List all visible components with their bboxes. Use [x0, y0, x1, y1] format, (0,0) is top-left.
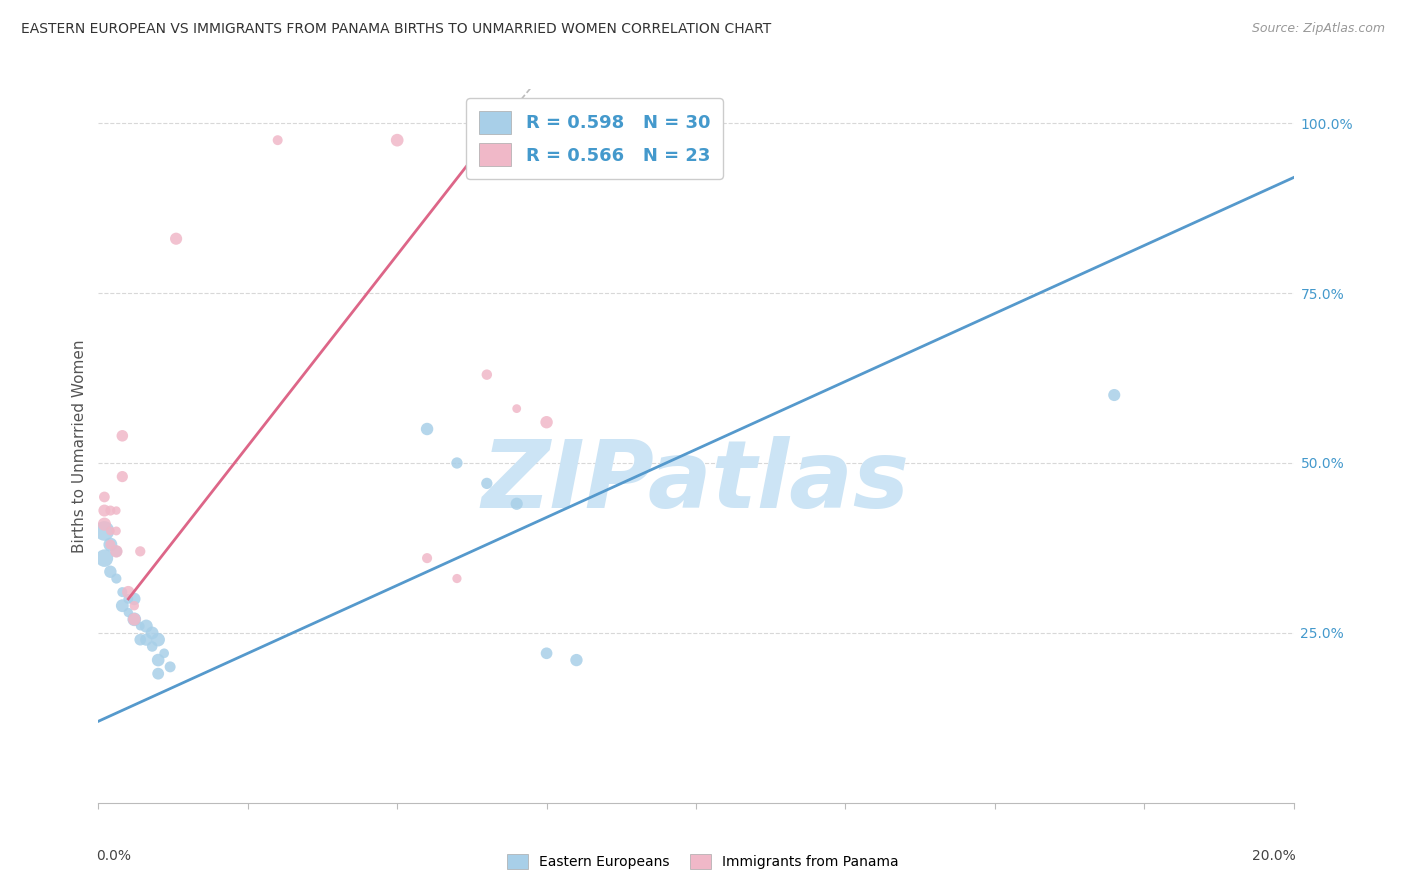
Point — [105, 524, 128, 538]
Point — [416, 551, 439, 566]
Point — [446, 456, 468, 470]
Point — [135, 632, 157, 647]
Text: 20.0%: 20.0% — [1253, 849, 1296, 863]
Point — [93, 517, 115, 532]
Point — [100, 524, 122, 538]
Point — [129, 544, 152, 558]
Point — [124, 612, 146, 626]
Point — [100, 537, 122, 551]
Point — [565, 653, 588, 667]
Point — [93, 551, 115, 566]
Point — [506, 497, 529, 511]
Point — [117, 591, 139, 606]
Point — [124, 612, 146, 626]
Point — [111, 599, 134, 613]
Point — [117, 585, 139, 599]
Point — [475, 476, 498, 491]
Point — [165, 232, 187, 246]
Point — [536, 415, 558, 429]
Point — [1104, 388, 1126, 402]
Text: 0.0%: 0.0% — [96, 849, 131, 863]
Text: ZIPatlas: ZIPatlas — [482, 435, 910, 528]
Point — [153, 646, 176, 660]
Point — [159, 660, 181, 674]
Point — [148, 666, 170, 681]
Point — [105, 503, 128, 517]
Point — [267, 133, 290, 147]
Point — [148, 632, 170, 647]
Point — [148, 653, 170, 667]
Point — [93, 524, 115, 538]
Text: EASTERN EUROPEAN VS IMMIGRANTS FROM PANAMA BIRTHS TO UNMARRIED WOMEN CORRELATION: EASTERN EUROPEAN VS IMMIGRANTS FROM PANA… — [21, 22, 772, 37]
Point — [129, 619, 152, 633]
Point — [93, 490, 115, 504]
Point — [117, 606, 139, 620]
Point — [135, 619, 157, 633]
Point — [129, 632, 152, 647]
Point — [124, 591, 146, 606]
Legend: Eastern Europeans, Immigrants from Panama: Eastern Europeans, Immigrants from Panam… — [501, 847, 905, 876]
Point — [506, 401, 529, 416]
Point — [141, 640, 163, 654]
Legend: R = 0.598   N = 30, R = 0.566   N = 23: R = 0.598 N = 30, R = 0.566 N = 23 — [465, 98, 723, 179]
Point — [111, 469, 134, 483]
Point — [111, 429, 134, 443]
Text: Source: ZipAtlas.com: Source: ZipAtlas.com — [1251, 22, 1385, 36]
Point — [536, 646, 558, 660]
Point — [416, 422, 439, 436]
Point — [446, 572, 468, 586]
Point — [141, 626, 163, 640]
Point — [105, 544, 128, 558]
Point — [105, 544, 128, 558]
Y-axis label: Births to Unmarried Women: Births to Unmarried Women — [72, 339, 87, 553]
Point — [100, 565, 122, 579]
Point — [475, 368, 498, 382]
Point — [100, 537, 122, 551]
Point — [124, 599, 146, 613]
Point — [93, 503, 115, 517]
Point — [105, 572, 128, 586]
Point — [385, 133, 409, 147]
Point — [100, 503, 122, 517]
Point — [111, 585, 134, 599]
